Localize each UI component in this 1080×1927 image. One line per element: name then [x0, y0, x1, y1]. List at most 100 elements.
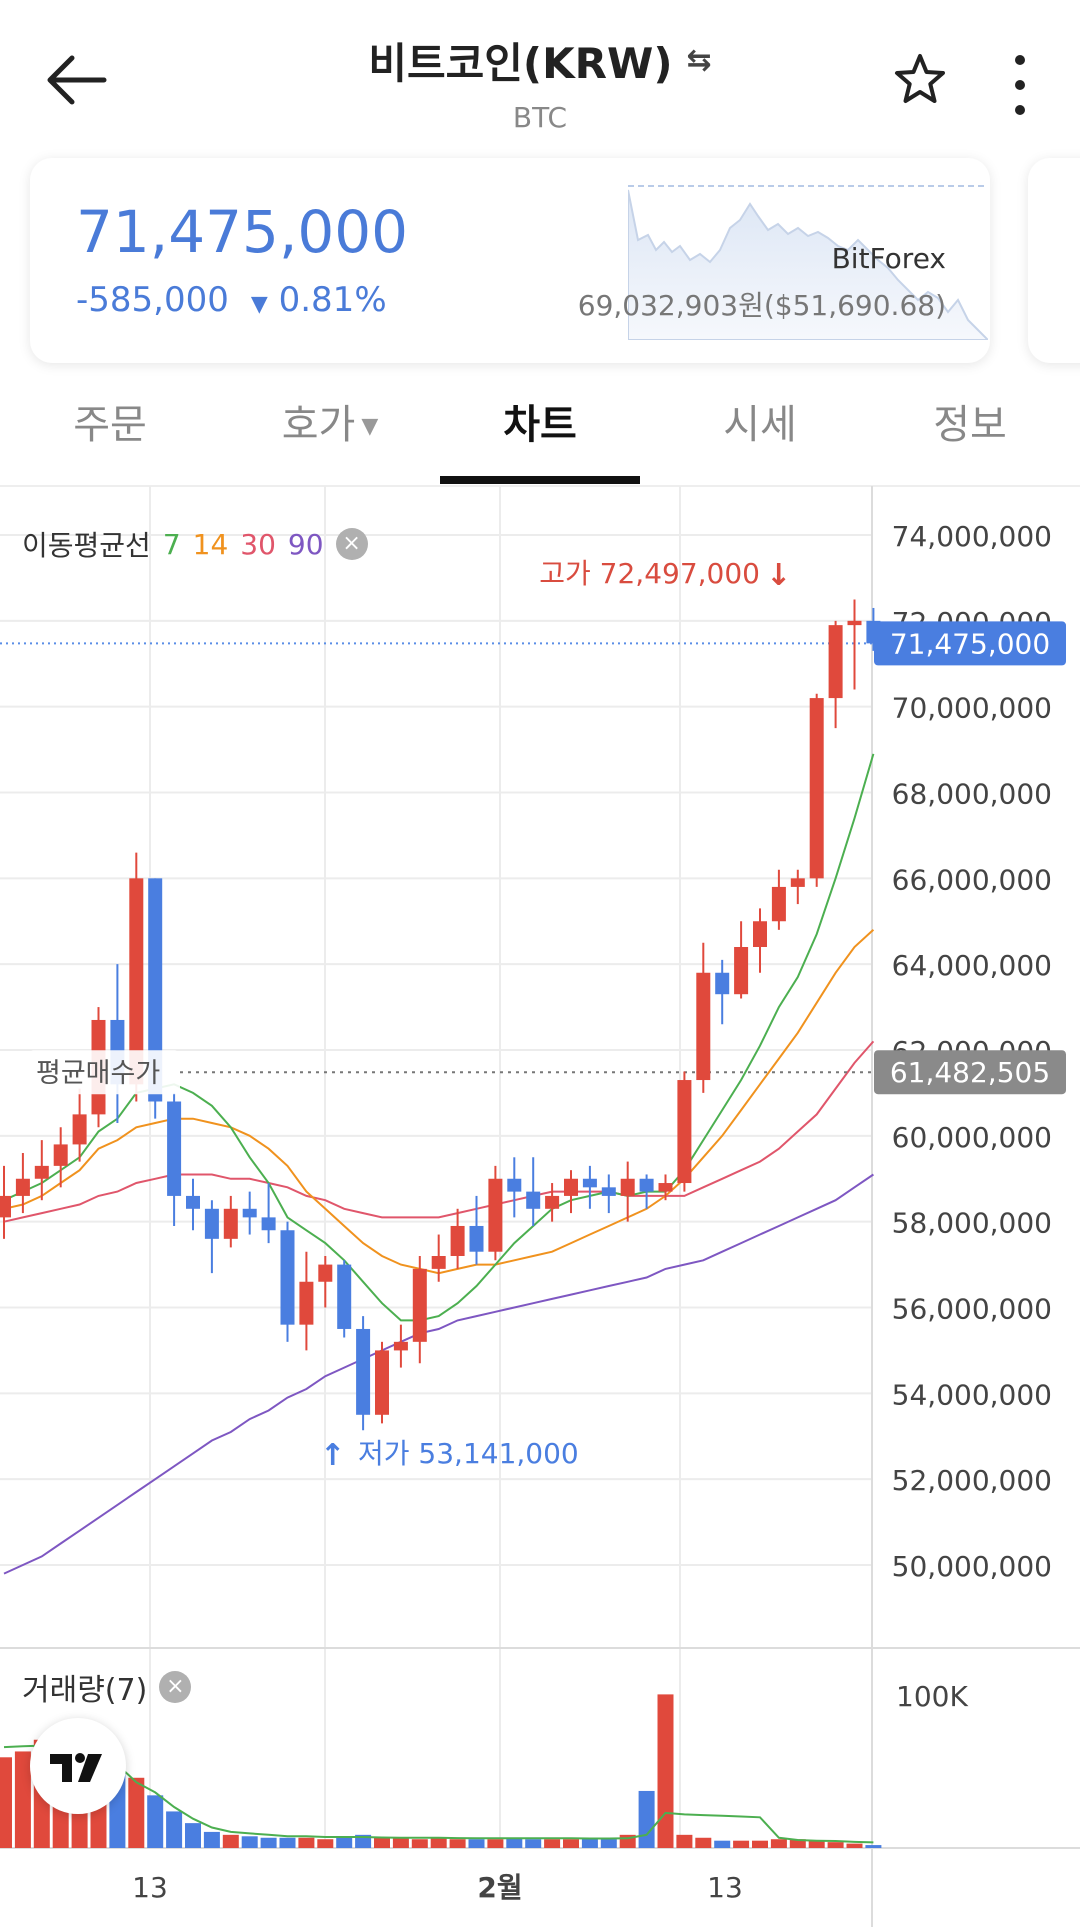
candle-body[interactable] — [545, 1195, 560, 1209]
average-price-badge — [874, 1050, 1066, 1095]
candle-body[interactable] — [658, 1183, 673, 1192]
volume-legend: 거래량(7) × — [22, 1665, 192, 1709]
candle-body[interactable] — [753, 921, 767, 947]
volume-bar — [789, 1839, 806, 1848]
ma-legend-label: 이동평균선 — [22, 529, 151, 562]
volume-bar — [14, 1751, 31, 1848]
volume-bar — [392, 1837, 409, 1848]
volume-bar — [260, 1837, 277, 1848]
candle-body[interactable] — [564, 1178, 578, 1196]
close-volume-legend-icon[interactable]: × — [159, 1671, 192, 1703]
volume-bar — [676, 1834, 693, 1848]
change-percent-wrap: ▼ 0.81% — [251, 280, 387, 320]
candle-body[interactable] — [601, 1187, 616, 1196]
candle-body[interactable] — [0, 1195, 11, 1218]
y-tick-label: 56,000,000 — [892, 1293, 1052, 1326]
candle-body[interactable] — [526, 1191, 541, 1209]
coin-title[interactable]: 비트코인(KRW) ⇆ — [368, 30, 711, 91]
candle-body[interactable] — [639, 1178, 654, 1192]
candle-body[interactable] — [809, 698, 824, 879]
candle-body[interactable] — [431, 1256, 446, 1269]
candle-body[interactable] — [356, 1328, 371, 1415]
volume-bar — [203, 1831, 220, 1848]
candle-body[interactable] — [186, 1195, 200, 1209]
candle-body[interactable] — [734, 947, 749, 995]
candle-body[interactable] — [15, 1178, 30, 1196]
y-tick-label: 70,000,000 — [892, 692, 1052, 725]
candle-body[interactable] — [53, 1144, 68, 1166]
close-ma-legend-icon[interactable]: × — [335, 528, 368, 560]
candle-body[interactable] — [167, 1101, 182, 1196]
arrow-left-icon — [47, 55, 107, 105]
candle-body[interactable] — [696, 972, 711, 1081]
volume-bar — [752, 1840, 768, 1848]
volume-bar — [846, 1843, 863, 1848]
price-card[interactable]: 71,475,000 -585,000 ▼ 0.81% BitForex 69,… — [30, 158, 990, 363]
candlestick-chart[interactable]: 74,000,00072,000,00070,000,00068,000,000… — [0, 486, 1080, 1927]
volume-tick-label: 100K — [896, 1680, 968, 1713]
swap-arrows-icon[interactable]: ⇆ — [686, 43, 712, 78]
candle-body[interactable] — [507, 1178, 522, 1192]
candle-body[interactable] — [488, 1178, 503, 1252]
tab-chart[interactable]: 차트 — [503, 402, 577, 448]
price-change: -585,000 ▼ 0.81% — [76, 280, 387, 320]
volume-bar — [222, 1834, 239, 1848]
volume-bar — [695, 1837, 712, 1848]
tradingview-logo[interactable] — [30, 1718, 126, 1814]
tab-order[interactable]: 주문 — [73, 402, 147, 448]
candle-body[interactable] — [299, 1281, 314, 1325]
volume-bar — [411, 1839, 428, 1848]
candle-body[interactable] — [337, 1264, 352, 1329]
candle-body[interactable] — [469, 1225, 484, 1252]
candle-body[interactable] — [204, 1208, 219, 1239]
favorite-button[interactable] — [890, 50, 950, 110]
y-tick-label: 54,000,000 — [892, 1378, 1052, 1411]
x-tick-label: 13 — [707, 1871, 743, 1904]
candle-body[interactable] — [790, 878, 805, 887]
volume-bar — [355, 1834, 372, 1848]
volume-bar — [733, 1840, 750, 1848]
candle-body[interactable] — [34, 1165, 49, 1179]
y-tick-label: 64,000,000 — [892, 949, 1052, 982]
ma-14-label: 14 — [192, 527, 229, 561]
volume-ma-line — [3, 1744, 874, 1844]
volume-bar — [128, 1777, 145, 1848]
tab-market-price[interactable]: 시세 — [723, 402, 797, 448]
tab-info[interactable]: 정보 — [933, 402, 1007, 448]
volume-bar — [185, 1823, 201, 1848]
average-price-label: 평균매수가 — [36, 1058, 160, 1089]
candle-body[interactable] — [129, 878, 144, 1085]
candle-body[interactable] — [450, 1225, 465, 1256]
candle-body[interactable] — [677, 1080, 692, 1184]
candle-body[interactable] — [375, 1350, 389, 1415]
more-options-button[interactable] — [1000, 50, 1040, 120]
candle-body[interactable] — [412, 1268, 427, 1342]
candle-body[interactable] — [72, 1114, 87, 1145]
candle-body[interactable] — [223, 1208, 238, 1239]
candle-body[interactable] — [715, 972, 730, 995]
candle-body[interactable] — [280, 1230, 295, 1325]
candle-body[interactable] — [242, 1208, 257, 1218]
moving-average-legend: 이동평균선 7 14 30 90 × — [22, 524, 368, 564]
change-percent: 0.81% — [278, 280, 387, 320]
ma-7-label: 7 — [162, 527, 181, 561]
candle-body[interactable] — [318, 1264, 333, 1282]
candle-body[interactable] — [582, 1178, 597, 1188]
moving-average-ma30-line — [3, 1040, 875, 1223]
current-price-badge-text: 71,475,000 — [890, 627, 1050, 660]
volume-bar — [525, 1839, 542, 1848]
candle-body[interactable] — [148, 878, 163, 1102]
volume-bar — [336, 1837, 353, 1848]
candle-body[interactable] — [393, 1341, 408, 1351]
candle-body[interactable] — [620, 1178, 635, 1196]
back-button[interactable] — [40, 44, 120, 116]
candle-body[interactable] — [771, 886, 786, 922]
tab-orderbook[interactable]: 호가 ▼ — [250, 385, 410, 485]
volume-bar — [657, 1694, 674, 1848]
candle-body[interactable] — [847, 620, 862, 626]
next-card-peek[interactable] — [1028, 158, 1080, 363]
candle-body[interactable] — [828, 625, 843, 699]
candle-body[interactable] — [261, 1217, 276, 1231]
volume-bar — [317, 1839, 334, 1848]
high-price-label: 고가 72,497,000 — [539, 557, 760, 590]
